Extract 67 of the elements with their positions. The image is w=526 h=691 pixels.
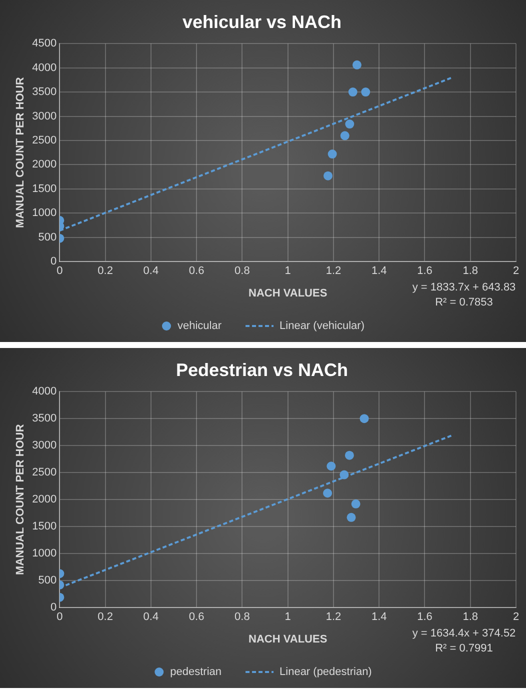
y-tick-label: 500 [38,574,57,587]
x-tick-label: 1.2 [326,611,342,624]
point [351,499,360,508]
text: y = 1833.7x + 643.83 [412,282,516,294]
y-tick-label: 2500 [32,134,57,147]
x-tick-label: 1.8 [462,265,478,278]
point [340,470,349,480]
y-axis-title: MANUAL COUNT PER HOUR [14,77,27,228]
point [328,150,337,159]
y-tick-label: 0 [50,602,57,614]
y-tick-label: 2500 [32,466,57,479]
point [326,462,336,471]
x-tick-label: 0.2 [98,265,113,278]
point [352,60,362,70]
x-tick-label: 2 [512,611,520,624]
point [345,120,354,129]
y-tick-label: 2000 [32,494,57,506]
legend-label: Linear (vehicular) [280,320,365,332]
point [361,88,370,97]
x-tick-label: 1 [284,611,291,624]
y-tick-label: 4000 [32,62,57,74]
y-tick-label: 1000 [32,548,57,560]
y-tick-label: 1500 [32,520,57,533]
x-tick-label: 1.4 [371,265,387,278]
text: R² = 0.7991 [435,642,493,655]
legend-label: pedestrian [170,666,222,678]
y-tick-label: 3500 [32,412,57,425]
x-axis-title: NACH VALUES [248,287,328,300]
y-axis-title: MANUAL COUNT PER HOUR [14,424,27,575]
y-tick-label: 2000 [32,158,57,171]
x-tick-label: 0.6 [188,265,204,278]
point [340,131,350,140]
y-tick-label: 500 [38,231,57,244]
x-tick-label: 1.6 [417,611,432,624]
y-tick-label: 3000 [32,110,57,122]
y-tick-label: 4000 [32,386,57,398]
text: y = 1634.4x + 374.52 [412,628,516,640]
y-tick-label: 1000 [32,207,57,220]
x-tick-label: 1.4 [371,611,387,624]
x-tick-label: 0.8 [234,611,250,624]
x-tick-label: 1.2 [326,265,342,278]
x-tick-label: 0.2 [98,611,113,624]
y-tick-label: 0 [50,256,57,268]
x-tick-label: 0.4 [143,611,159,624]
legend-label: vehicular [178,320,222,332]
x-tick-label: 1.8 [462,611,478,624]
chart-title: vehicular vs NACh [182,12,342,32]
legend-label: Linear (pedestrian) [280,666,372,678]
point [323,171,332,180]
point [360,414,369,424]
point [344,450,354,460]
x-tick-label: 2 [512,265,520,278]
y-tick-label: 1500 [32,182,57,195]
y-tick-label: 3000 [32,440,57,452]
y-tick-label: 4500 [32,38,57,50]
chart-title: Pedestrian vs NACh [176,360,348,380]
point [346,512,356,522]
text: R² = 0.7853 [435,296,493,309]
y-tick-label: 3500 [32,86,57,98]
x-axis-title: NACH VALUES [248,633,328,646]
x-tick-label: 0.4 [143,265,159,278]
x-tick-label: 1 [284,265,291,278]
point [323,488,332,498]
x-tick-label: 1.6 [417,265,432,278]
x-tick-label: 0.6 [188,611,204,624]
x-tick-label: 0.8 [234,265,250,278]
point [348,88,358,97]
